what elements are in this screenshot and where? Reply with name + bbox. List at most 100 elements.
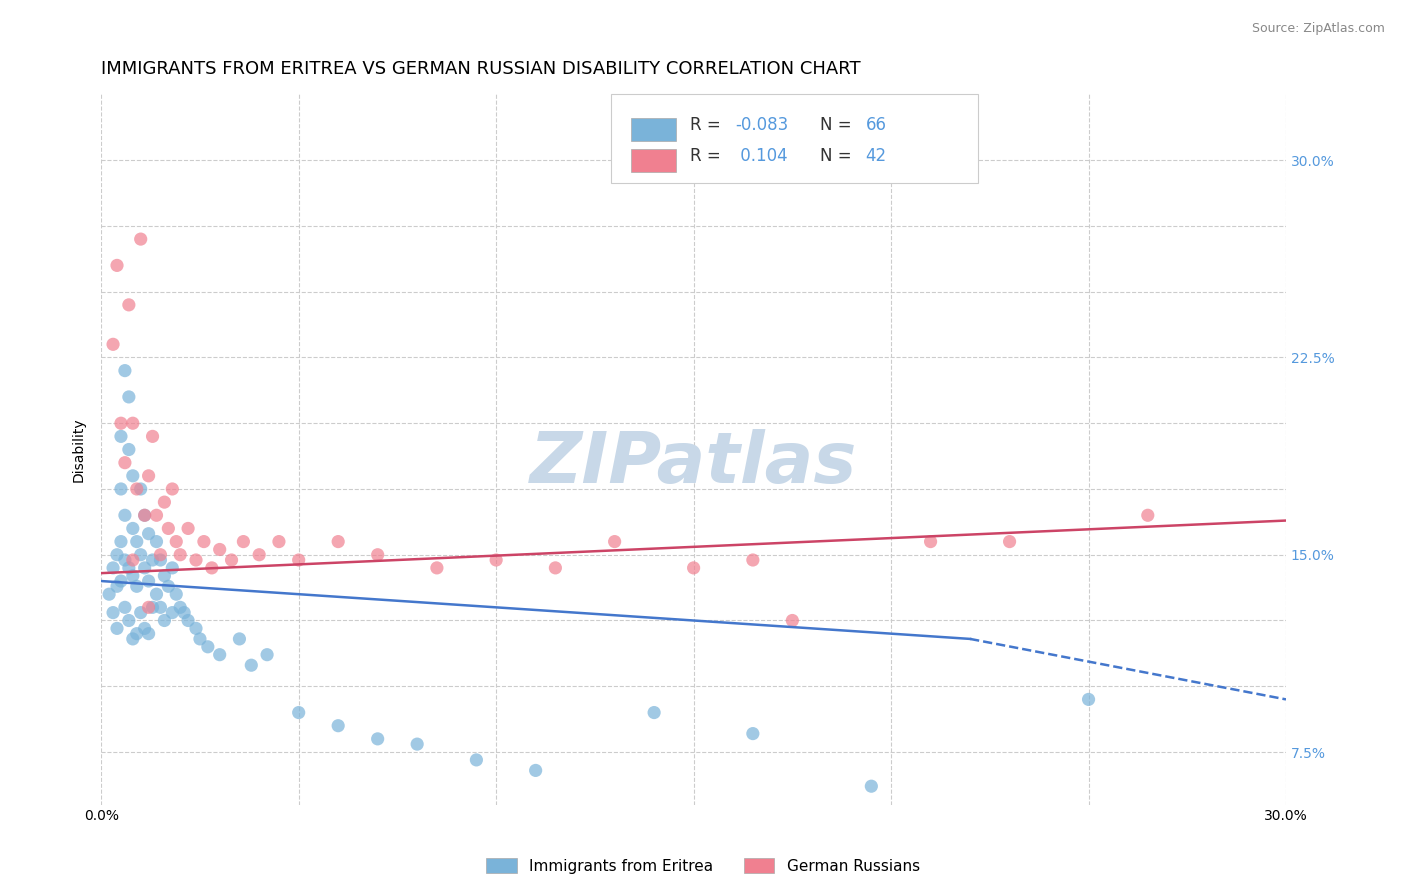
Point: [142, 553, 165, 567]
Point: [114, 456, 136, 470]
Point: [134, 508, 156, 523]
Point: [110, 429, 132, 443]
Point: [114, 363, 136, 377]
Point: [118, 561, 141, 575]
Text: 66: 66: [866, 116, 886, 134]
Point: [603, 534, 626, 549]
Point: [197, 640, 219, 654]
Point: [129, 232, 152, 246]
Text: ZIPatlas: ZIPatlas: [530, 429, 858, 499]
Text: R =: R =: [690, 116, 725, 134]
Point: [134, 561, 156, 575]
Point: [165, 534, 187, 549]
Point: [145, 534, 167, 549]
Point: [101, 561, 124, 575]
Point: [208, 542, 231, 557]
Point: [208, 648, 231, 662]
Point: [188, 632, 211, 646]
Point: [153, 614, 176, 628]
Point: [138, 526, 160, 541]
Point: [129, 482, 152, 496]
Point: [184, 621, 207, 635]
Point: [138, 468, 160, 483]
Point: [129, 606, 152, 620]
Point: [287, 553, 309, 567]
Point: [782, 614, 804, 628]
Point: [367, 548, 389, 562]
Point: [118, 614, 141, 628]
Point: [134, 621, 156, 635]
Point: [105, 579, 128, 593]
Point: [287, 706, 309, 720]
Point: [110, 482, 132, 496]
Point: [165, 587, 187, 601]
Point: [247, 548, 270, 562]
Point: [114, 600, 136, 615]
FancyBboxPatch shape: [610, 95, 979, 183]
Point: [118, 442, 141, 457]
Point: [524, 764, 547, 778]
Point: [173, 606, 195, 620]
Point: [485, 553, 508, 567]
Point: [149, 548, 172, 562]
Text: 0.104: 0.104: [735, 147, 787, 165]
Point: [426, 561, 449, 575]
Point: [169, 600, 191, 615]
Y-axis label: Disability: Disability: [72, 417, 86, 482]
FancyBboxPatch shape: [631, 118, 676, 141]
Point: [110, 416, 132, 430]
Point: [860, 779, 883, 793]
Point: [125, 482, 148, 496]
Point: [162, 482, 184, 496]
Point: [105, 259, 128, 273]
Point: [121, 568, 143, 582]
Text: -0.083: -0.083: [735, 116, 789, 134]
Point: [177, 521, 200, 535]
Point: [1077, 692, 1099, 706]
Point: [157, 521, 180, 535]
Point: [741, 553, 763, 567]
Text: R =: R =: [690, 147, 725, 165]
Point: [114, 508, 136, 523]
Text: N =: N =: [820, 147, 858, 165]
Point: [153, 568, 176, 582]
Point: [228, 632, 250, 646]
Point: [138, 574, 160, 588]
Text: Source: ZipAtlas.com: Source: ZipAtlas.com: [1251, 22, 1385, 36]
Point: [142, 600, 165, 615]
Legend: Immigrants from Eritrea, German Russians: Immigrants from Eritrea, German Russians: [481, 852, 925, 880]
Point: [193, 534, 215, 549]
Point: [162, 561, 184, 575]
Point: [240, 658, 263, 673]
Point: [118, 390, 141, 404]
Point: [145, 587, 167, 601]
Point: [110, 574, 132, 588]
Point: [105, 548, 128, 562]
Point: [142, 429, 165, 443]
Point: [682, 561, 704, 575]
Point: [145, 508, 167, 523]
Point: [129, 548, 152, 562]
Point: [98, 587, 121, 601]
FancyBboxPatch shape: [631, 149, 676, 172]
Text: IMMIGRANTS FROM ERITREA VS GERMAN RUSSIAN DISABILITY CORRELATION CHART: IMMIGRANTS FROM ERITREA VS GERMAN RUSSIA…: [101, 60, 860, 78]
Point: [153, 495, 176, 509]
Point: [367, 731, 389, 746]
Point: [998, 534, 1021, 549]
Point: [149, 600, 172, 615]
Point: [201, 561, 224, 575]
Point: [121, 632, 143, 646]
Point: [544, 561, 567, 575]
Text: 42: 42: [866, 147, 887, 165]
Point: [1136, 508, 1159, 523]
Point: [328, 719, 350, 733]
Point: [121, 468, 143, 483]
Point: [125, 626, 148, 640]
Point: [138, 626, 160, 640]
Point: [741, 726, 763, 740]
Point: [125, 579, 148, 593]
Point: [169, 548, 191, 562]
Point: [125, 534, 148, 549]
Point: [101, 606, 124, 620]
Point: [114, 553, 136, 567]
